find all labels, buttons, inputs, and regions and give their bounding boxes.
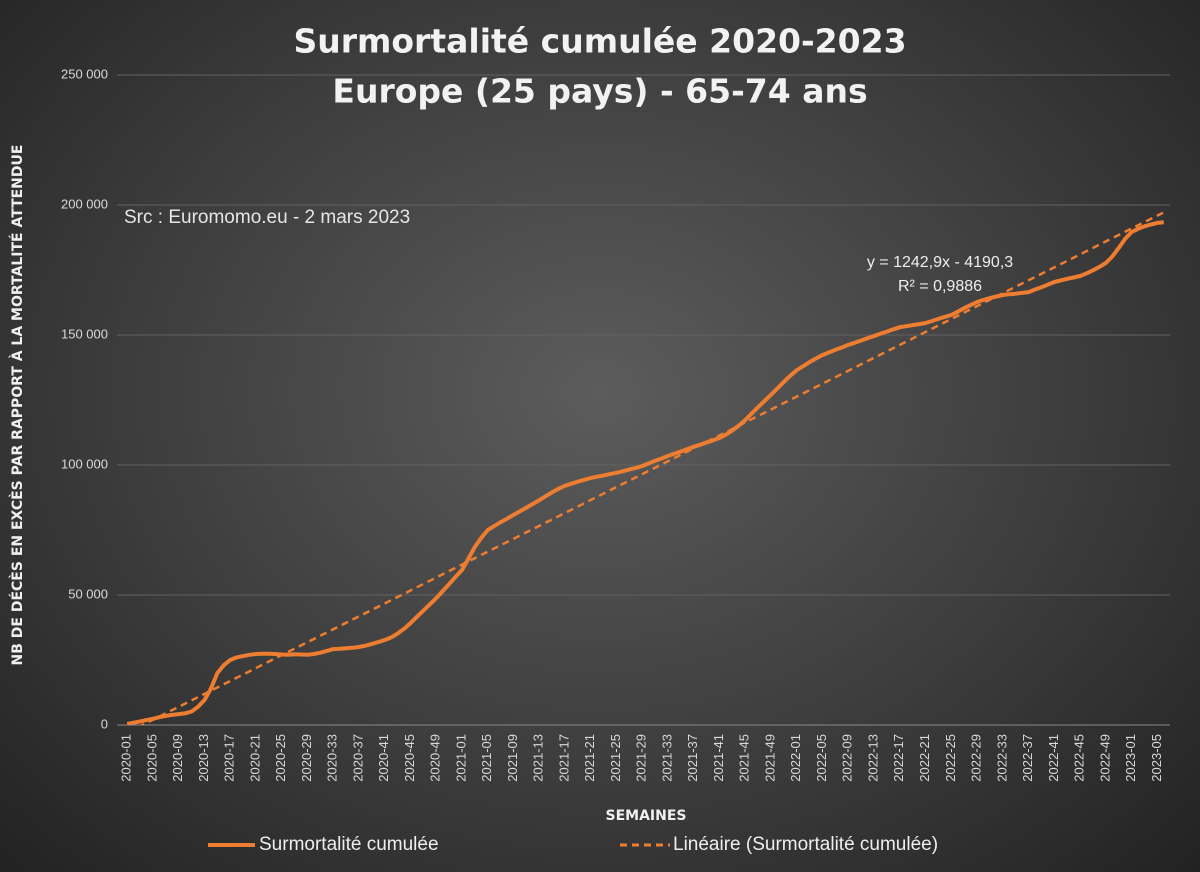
x-tick-label: 2022-21 <box>917 734 932 782</box>
chart-subtitle: Europe (25 pays) - 65-74 ans <box>332 72 867 111</box>
x-tick-label: 2022-33 <box>994 734 1009 782</box>
x-tick-label: 2022-01 <box>788 734 803 782</box>
x-tick-label: 2020-13 <box>196 734 211 782</box>
x-tick-label: 2021-13 <box>531 734 546 782</box>
x-axis-label: SEMAINES <box>606 808 687 824</box>
y-tick-label: 50 000 <box>68 586 108 601</box>
x-tick-label: 2022-41 <box>1046 734 1061 782</box>
data-line <box>126 220 1165 725</box>
x-tick-label: 2022-37 <box>1020 734 1035 782</box>
x-tick-label: 2021-05 <box>479 734 494 782</box>
plot-area <box>126 211 1165 725</box>
x-tick-label: 2020-33 <box>325 734 340 782</box>
y-tick-label: 250 000 <box>61 66 108 81</box>
x-tick-label: 2020-45 <box>402 734 417 782</box>
x-tick-label: 2020-05 <box>144 734 159 782</box>
x-tick-label: 2022-05 <box>814 734 829 782</box>
x-tick-label: 2020-01 <box>119 734 134 782</box>
x-tick-label: 2021-17 <box>556 734 571 782</box>
x-tick-label: 2021-41 <box>711 734 726 782</box>
y-tick-label: 100 000 <box>61 456 108 471</box>
x-tick-label: 2021-09 <box>505 734 520 782</box>
x-tick-label: 2021-01 <box>453 734 468 782</box>
x-tick-label: 2022-17 <box>891 734 906 782</box>
x-tick-label: 2020-25 <box>273 734 288 782</box>
x-tick-label: 2020-37 <box>350 734 365 782</box>
legend-label: Surmortalité cumulée <box>259 834 439 855</box>
y-tick-label: 200 000 <box>61 196 108 211</box>
x-tick-label: 2021-25 <box>608 734 623 782</box>
x-tick-label: 2021-37 <box>685 734 700 782</box>
x-tick-label: 2020-29 <box>299 734 314 782</box>
x-tick-label: 2020-41 <box>376 734 391 782</box>
x-tick-label: 2020-17 <box>222 734 237 782</box>
y-axis-label: NB DE DÉCÈS EN EXCÈS PAR RAPPORT À LA MO… <box>9 145 26 666</box>
x-tick-label: 2020-21 <box>247 734 262 782</box>
x-tick-label: 2021-21 <box>582 734 597 782</box>
source-annotation: Src : Euromomo.eu - 2 mars 2023 <box>124 207 410 228</box>
legend-label: Linéaire (Surmortalité cumulée) <box>673 834 938 855</box>
y-tick-label: 0 <box>101 716 108 731</box>
x-tick-label: 2021-45 <box>737 734 752 782</box>
x-tick-label: 2022-13 <box>865 734 880 782</box>
x-tick-label: 2022-29 <box>969 734 984 782</box>
x-tick-label: 2022-45 <box>1072 734 1087 782</box>
x-tick-label: 2021-33 <box>659 734 674 782</box>
x-tick-label: 2023-05 <box>1149 734 1164 782</box>
chart-title: Surmortalité cumulée 2020-2023 <box>293 22 906 61</box>
x-tick-label: 2022-49 <box>1097 734 1112 782</box>
trend-r2: R² = 0,9886 <box>898 278 982 295</box>
x-tick-label: 2023-01 <box>1123 734 1138 782</box>
x-tick-label: 2020-49 <box>428 734 443 782</box>
x-tick-label: 2022-09 <box>840 734 855 782</box>
y-tick-label: 150 000 <box>61 326 108 341</box>
x-tick-label: 2022-25 <box>943 734 958 782</box>
x-tick-label: 2021-49 <box>762 734 777 782</box>
x-tick-label: 2021-29 <box>634 734 649 782</box>
x-tick-label: 2020-09 <box>170 734 185 782</box>
trend-equation: y = 1242,9x - 4190,3 <box>867 254 1013 271</box>
